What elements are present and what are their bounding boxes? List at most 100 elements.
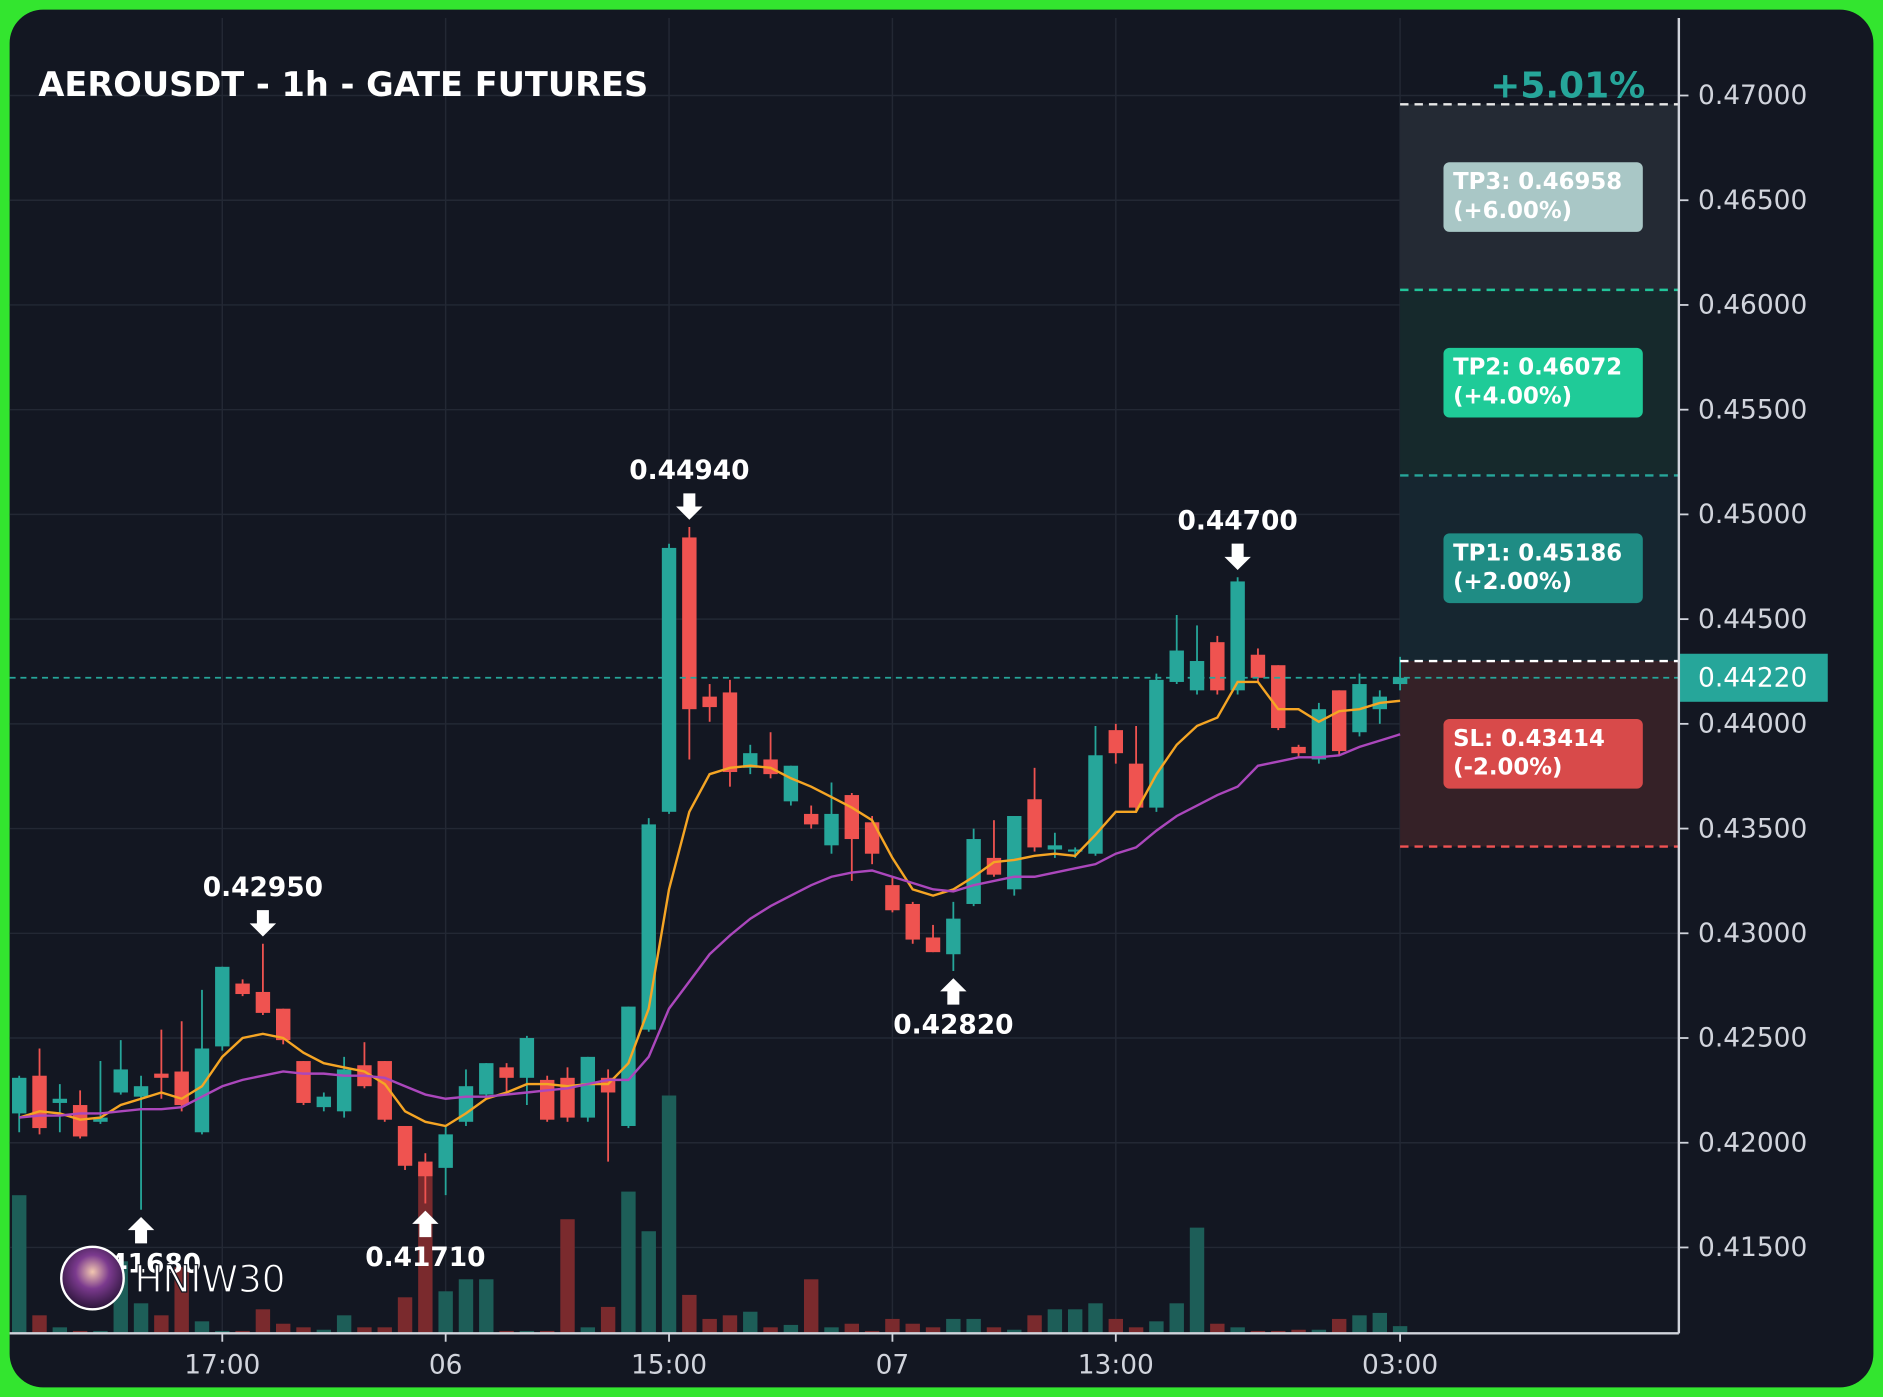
candle-body — [377, 1061, 392, 1120]
volume-bar — [174, 1267, 189, 1334]
y-tick-label: 0.45000 — [1698, 499, 1807, 530]
volume-bar — [824, 1327, 839, 1334]
candle-body — [1230, 581, 1245, 691]
y-tick-label: 0.44500 — [1698, 604, 1807, 635]
candle-body — [1271, 665, 1286, 729]
candle-body — [1250, 654, 1266, 678]
annotation-arrow — [676, 493, 703, 520]
candle-body — [560, 1077, 575, 1118]
candle-body — [93, 1117, 108, 1122]
volume-bar — [154, 1315, 169, 1334]
volume-bar — [885, 1318, 900, 1334]
candle-body — [1311, 709, 1327, 760]
current-price-tag — [1678, 653, 1828, 702]
volume-bar — [1169, 1303, 1184, 1334]
candle-body — [1067, 849, 1083, 852]
volume-bar — [438, 1291, 453, 1334]
x-tick-label: 03:00 — [1362, 1349, 1438, 1380]
volume-bar — [1088, 1303, 1103, 1334]
candle-body — [702, 696, 717, 708]
candle-body — [316, 1096, 332, 1108]
level-sub: (+4.00%) — [1453, 384, 1572, 410]
volume-bar — [1352, 1315, 1367, 1334]
volume-bar — [52, 1327, 68, 1334]
candle-body — [113, 1069, 128, 1093]
candle-body — [154, 1073, 169, 1078]
volume-bar — [1027, 1315, 1042, 1334]
volume-bar — [560, 1219, 575, 1334]
y-tick-label: 0.42000 — [1698, 1127, 1807, 1158]
volume-bar — [925, 1327, 941, 1334]
volume-bar — [1372, 1312, 1387, 1334]
volume-bar — [133, 1303, 149, 1334]
volume-bar — [905, 1323, 920, 1334]
volume-bar — [12, 1195, 27, 1334]
candle-body — [276, 1008, 291, 1041]
candle-body — [580, 1056, 596, 1118]
volume-bar — [1128, 1327, 1144, 1334]
watermark: HNIW30 — [60, 1245, 286, 1311]
candle-body — [336, 1069, 352, 1112]
annotation-label: 0.44700 — [1178, 505, 1298, 536]
y-tick-label: 0.43500 — [1698, 813, 1807, 844]
candle-body — [133, 1086, 149, 1097]
candle-body — [682, 537, 697, 710]
volume-bar — [803, 1279, 819, 1334]
volume-bar — [702, 1318, 717, 1334]
volume-bar — [255, 1309, 271, 1334]
volume-bar — [458, 1279, 474, 1334]
volume-bar — [32, 1315, 47, 1334]
volume-bar — [986, 1327, 1002, 1334]
watermark-text: HNIW30 — [135, 1257, 286, 1301]
candle-body — [621, 1006, 636, 1126]
candle-body — [296, 1061, 311, 1103]
volume-bar — [418, 1165, 433, 1334]
volume-bar — [336, 1315, 352, 1334]
annotation-label: 0.44940 — [629, 455, 749, 486]
volume-bar — [621, 1191, 636, 1334]
overlay: 0.41500 0.42000 0.42500 0.43000 0.43500 0.440… — [9, 18, 1828, 1380]
candle-body — [215, 966, 230, 1047]
level-box — [1443, 533, 1643, 604]
y-tick-label: 0.44000 — [1698, 709, 1807, 740]
candle-body — [722, 692, 738, 773]
candle-body — [499, 1067, 514, 1078]
level-sub: (-2.00%) — [1453, 755, 1562, 781]
candle-body — [458, 1086, 474, 1122]
volume-bar — [479, 1279, 494, 1334]
volume-bar — [316, 1329, 332, 1334]
candle-body — [12, 1077, 27, 1114]
volume-bar — [1291, 1329, 1306, 1334]
volume-bar — [1230, 1327, 1245, 1334]
volume-bar — [946, 1318, 961, 1334]
candle-body — [641, 824, 656, 1030]
y-tick-label: 0.41500 — [1698, 1232, 1807, 1263]
annotation-arrow — [249, 910, 277, 937]
volume-bar — [722, 1315, 738, 1334]
volume-bar — [276, 1323, 291, 1334]
volume-bar — [600, 1306, 616, 1334]
level-box — [1443, 162, 1643, 232]
candle-body — [174, 1071, 189, 1106]
volume-bar — [1311, 1329, 1327, 1334]
volume-bar — [1392, 1326, 1408, 1334]
candle-body — [1331, 690, 1347, 752]
candle-body — [1027, 799, 1042, 848]
volume-bar — [1067, 1309, 1083, 1334]
level-label: TP2: 0.46072 — [1453, 355, 1622, 381]
candle-body — [946, 918, 961, 955]
candle-body — [885, 885, 900, 911]
annotation-label: 0.42950 — [203, 872, 323, 903]
candle-body — [418, 1161, 433, 1177]
level-label: TP3: 0.46958 — [1453, 169, 1622, 195]
candle-body — [864, 822, 880, 854]
candle-body — [32, 1075, 47, 1129]
volume-bar — [783, 1324, 799, 1334]
candle-body — [783, 765, 799, 802]
candle-body — [905, 903, 920, 940]
x-tick-label: 17:00 — [184, 1349, 260, 1380]
candle-body — [661, 547, 677, 812]
volume-bar — [641, 1231, 656, 1334]
candle-body — [519, 1038, 535, 1078]
x-tick-label: 06 — [429, 1349, 463, 1380]
